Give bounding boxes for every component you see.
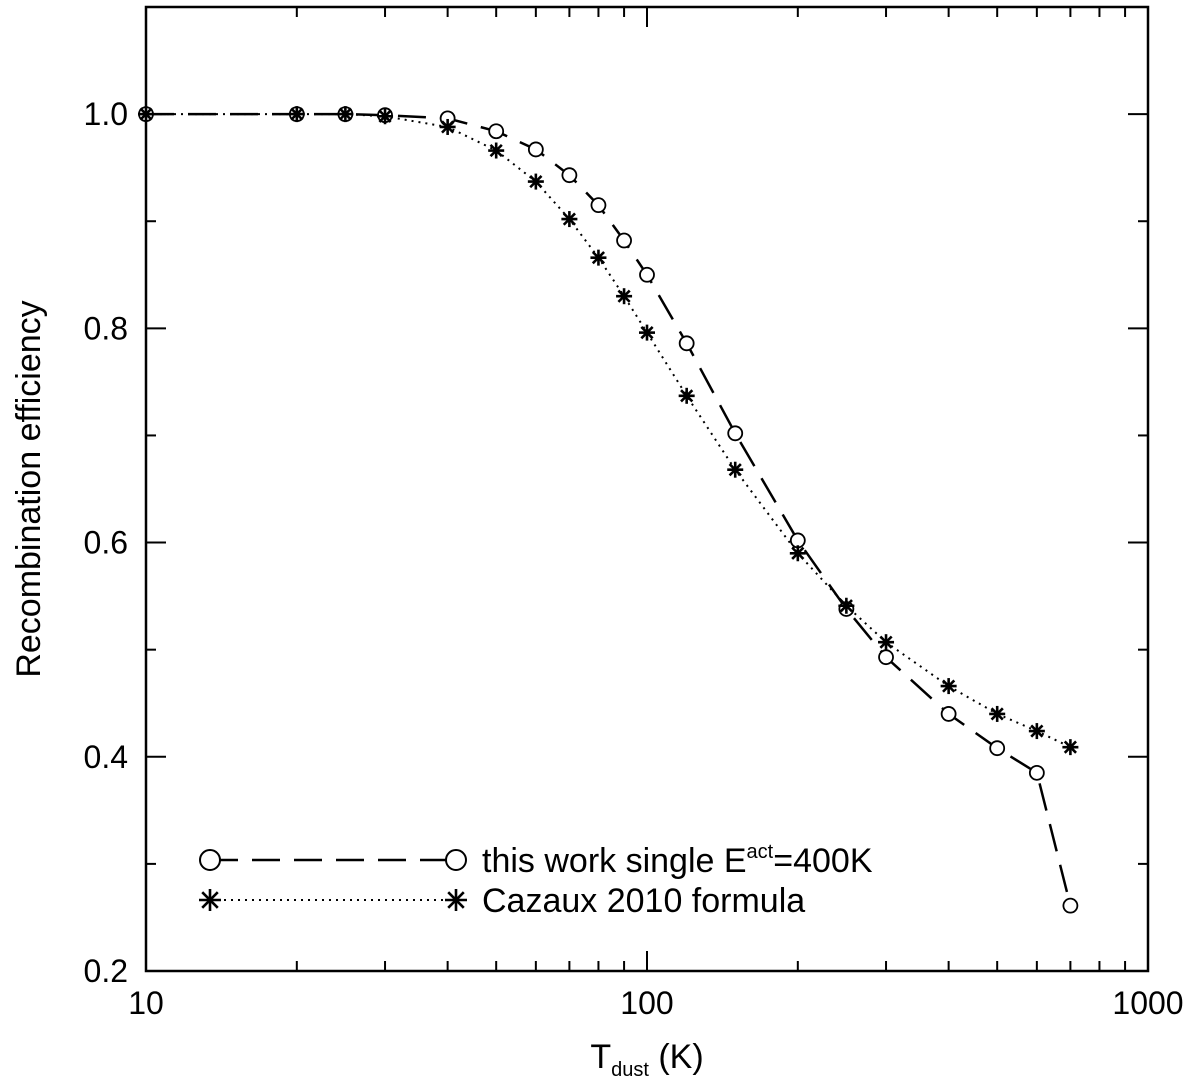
legend-label-this-work-sup: act	[747, 841, 774, 863]
data-point-this-work	[1028, 764, 1045, 781]
y-axis-label: Recombination efficiency	[10, 300, 48, 677]
x-axis-label: Tdust (K)	[590, 1038, 703, 1081]
series-markers	[138, 106, 1079, 914]
legend-marker-cazaux-start	[199, 889, 221, 911]
data-point-cazaux	[838, 597, 855, 614]
data-point-cazaux	[439, 118, 456, 135]
y-tick-label: 1.0	[84, 96, 128, 132]
data-point-this-work	[616, 232, 632, 249]
data-point-cazaux	[561, 211, 578, 228]
data-point-cazaux	[727, 461, 744, 478]
data-point-this-work	[527, 141, 544, 158]
data-point-cazaux	[488, 142, 505, 159]
data-point-cazaux	[789, 545, 806, 562]
data-point-cazaux	[337, 106, 354, 123]
data-point-this-work	[989, 740, 1006, 757]
data-point-this-work	[1062, 897, 1079, 914]
data-point-cazaux	[940, 678, 957, 695]
legend-label-this-work-name: this work single E	[482, 842, 747, 880]
legend-marker-cazaux-end	[445, 889, 467, 911]
tick-labels: 10 100 1000 0.2 0.4 0.6 0.8 1.0	[84, 96, 1184, 1021]
data-point-this-work	[678, 335, 695, 352]
data-point-this-work	[561, 167, 578, 184]
data-point-cazaux	[1028, 723, 1045, 740]
series-line-this-work	[146, 112, 1072, 907]
series-lines	[146, 112, 1072, 907]
axis-ticks	[145, 6, 1148, 972]
data-point-cazaux	[678, 387, 695, 404]
series-line-cazaux	[146, 113, 1071, 749]
data-point-cazaux	[527, 173, 544, 190]
legend: this work single Eact=400K Cazaux 2010 f…	[199, 841, 873, 920]
data-point-this-work	[878, 649, 894, 666]
data-point-this-work	[590, 197, 607, 214]
data-point-this-work	[940, 706, 957, 722]
data-point-cazaux	[288, 106, 305, 123]
data-point-cazaux	[590, 249, 607, 266]
y-tick-label: 0.8	[84, 310, 128, 346]
x-axis-label-main: T	[590, 1038, 611, 1076]
x-tick-label: 10	[128, 985, 164, 1021]
data-point-cazaux	[639, 324, 655, 341]
legend-asterisk	[199, 889, 221, 911]
data-point-this-work	[727, 425, 744, 442]
y-tick-label: 0.4	[84, 739, 128, 775]
data-point-cazaux	[138, 106, 154, 123]
legend-marker-this-work-end	[445, 849, 467, 871]
legend-entry-cazaux: Cazaux 2010 formula	[199, 882, 805, 920]
x-tick-label: 1000	[1112, 985, 1183, 1021]
legend-marker-this-work-start	[199, 849, 221, 871]
data-point-cazaux	[878, 634, 895, 651]
x-axis-label-unit: (K)	[649, 1038, 704, 1076]
y-tick-label: 0.2	[84, 953, 128, 989]
data-point-this-work	[639, 266, 655, 283]
data-point-cazaux	[616, 288, 633, 305]
legend-asterisk	[445, 889, 467, 911]
legend-label-cazaux: Cazaux 2010 formula	[482, 882, 805, 920]
data-point-cazaux	[377, 108, 394, 125]
data-point-this-work	[488, 123, 505, 140]
x-axis-label-sub: dust	[611, 1059, 649, 1081]
data-point-cazaux	[989, 705, 1006, 722]
legend-label-this-work: this work single Eact=400K	[482, 841, 873, 880]
legend-label-this-work-tail: =400K	[773, 842, 873, 880]
data-point-cazaux	[1062, 739, 1079, 756]
x-tick-label: 100	[620, 985, 673, 1021]
legend-entry-this-work: this work single Eact=400K	[199, 841, 873, 880]
y-tick-label: 0.6	[84, 525, 128, 561]
plot-frame	[144, 5, 1150, 973]
